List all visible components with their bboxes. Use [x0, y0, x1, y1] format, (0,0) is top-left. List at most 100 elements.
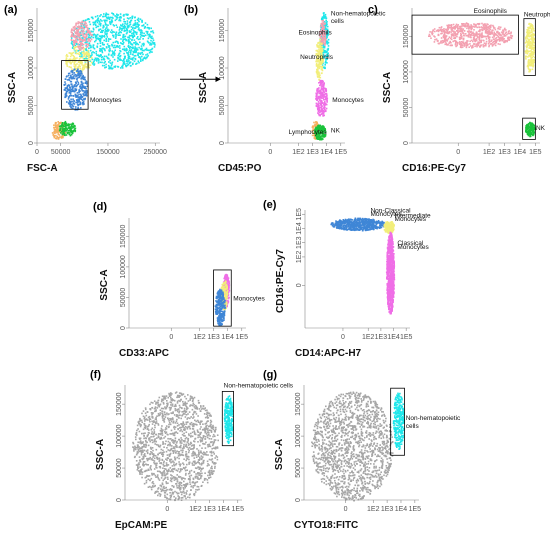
population-pink [70, 20, 93, 51]
data-point [463, 34, 465, 37]
data-point [220, 296, 222, 298]
data-point [81, 28, 83, 30]
data-point [146, 23, 149, 26]
data-point [153, 42, 155, 44]
data-point [119, 34, 121, 36]
panel-d: (d)0 1E2 1E3 1E4 1E5050000100000150000CD33:A… [93, 201, 265, 359]
data-point [150, 43, 152, 45]
data-point [228, 280, 230, 283]
data-point [89, 23, 92, 26]
data-point [470, 33, 472, 35]
data-point [126, 20, 129, 22]
data-point [474, 23, 476, 26]
data-point [443, 36, 445, 39]
data-point [147, 41, 150, 44]
data-point [143, 49, 145, 52]
data-point [526, 49, 529, 52]
data-point [126, 64, 129, 67]
data-point [323, 28, 325, 31]
population-blue [330, 217, 386, 232]
data-point [318, 60, 321, 63]
data-point [527, 62, 530, 64]
population-green [525, 121, 537, 138]
data-point [94, 36, 97, 38]
data-point [219, 305, 221, 307]
data-point [131, 59, 134, 61]
data-point [317, 60, 320, 62]
data-point [499, 39, 502, 42]
data-point [326, 42, 329, 45]
data-point [82, 23, 84, 26]
data-point [127, 55, 130, 58]
data-point [78, 103, 81, 106]
data-point [72, 123, 74, 126]
data-point [217, 320, 219, 322]
data-point [218, 323, 220, 325]
data-point [117, 54, 119, 57]
data-point [71, 47, 74, 49]
data-point [216, 296, 219, 299]
data-point [105, 66, 107, 68]
data-point [217, 307, 220, 310]
data-point [361, 222, 363, 224]
data-point [318, 47, 321, 49]
data-point [322, 23, 325, 26]
data-point [143, 56, 146, 59]
data-point [72, 51, 75, 54]
data-point [532, 58, 534, 61]
data-point [222, 288, 225, 290]
data-point [137, 28, 140, 31]
data-point [125, 39, 127, 42]
data-point [454, 26, 457, 28]
population-blue [214, 288, 227, 327]
data-point [225, 296, 227, 299]
data-point [326, 98, 328, 101]
data-point [450, 28, 453, 31]
data-point [314, 125, 317, 128]
data-point [127, 60, 129, 63]
data-point [318, 63, 321, 66]
data-point [220, 295, 223, 297]
data-point [103, 13, 105, 15]
data-point [92, 27, 95, 30]
data-point [532, 128, 535, 130]
data-point [82, 46, 84, 49]
data-point [317, 41, 320, 44]
data-point [88, 34, 91, 37]
data-point [88, 33, 91, 36]
data-point [223, 319, 225, 321]
data-point [119, 47, 121, 49]
data-point [478, 38, 480, 41]
data-point [533, 124, 536, 127]
data-point [118, 45, 121, 47]
data-point [320, 51, 323, 54]
data-point [84, 86, 87, 88]
data-point [76, 30, 78, 33]
data-point [219, 303, 222, 306]
data-point [85, 54, 88, 56]
data-point [134, 16, 136, 18]
data-point [317, 98, 319, 100]
data-point [319, 62, 322, 64]
data-point [55, 129, 58, 132]
data-point [117, 32, 120, 35]
data-point [85, 82, 87, 84]
data-point [344, 218, 347, 221]
data-point [102, 29, 105, 32]
data-point [136, 23, 139, 26]
data-point [452, 35, 455, 37]
data-point [69, 128, 71, 130]
data-point [63, 129, 66, 131]
data-point [104, 31, 106, 33]
data-point [469, 34, 472, 37]
data-point [327, 38, 330, 41]
data-point [140, 45, 143, 47]
data-point [459, 28, 462, 31]
data-point [57, 133, 60, 136]
data-point [82, 103, 84, 106]
data-point [75, 52, 77, 55]
data-point [61, 133, 64, 135]
data-point [314, 131, 316, 133]
data-point [506, 33, 508, 36]
data-point [72, 126, 75, 129]
